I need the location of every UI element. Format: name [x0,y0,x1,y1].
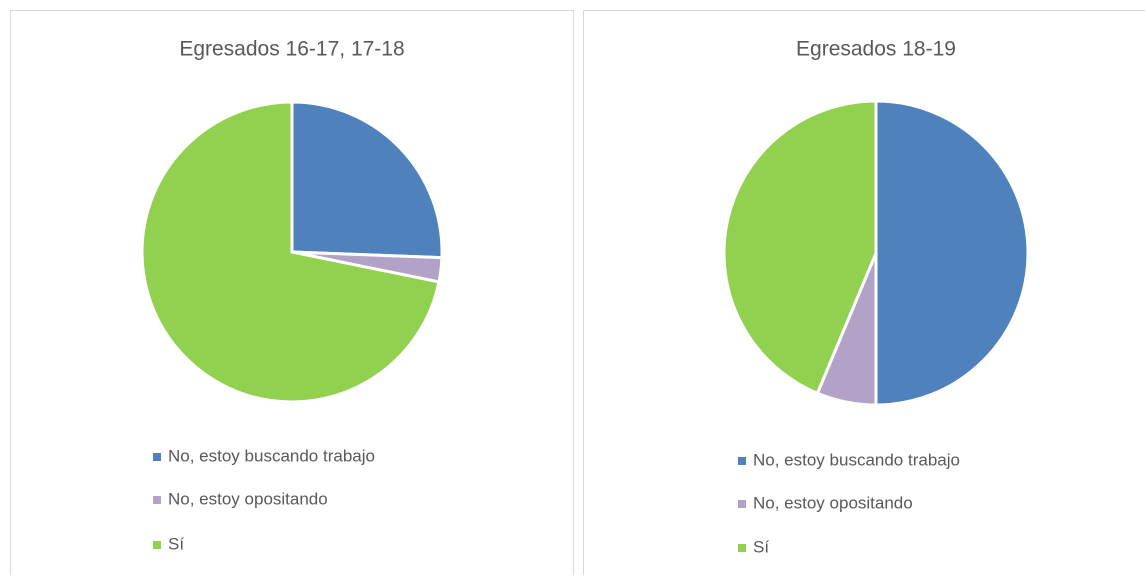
legend-swatch [153,541,161,549]
legend-label: Sí [168,534,184,553]
legend-label: No, estoy buscando trabajo [753,450,960,469]
legend-label: Sí [753,537,769,556]
legend-label: No, estoy buscando trabajo [168,446,375,465]
legend-swatch [153,496,161,504]
legend-swatch [738,544,746,552]
legend-label: No, estoy opositando [168,489,328,508]
legend-swatch [738,500,746,508]
chart-title: Egresados 18-19 [796,38,956,61]
legend-label: No, estoy opositando [753,493,913,512]
legend-swatch [153,453,161,461]
chart-title: Egresados 16-17, 17-18 [179,38,404,61]
legend-swatch [738,457,746,465]
